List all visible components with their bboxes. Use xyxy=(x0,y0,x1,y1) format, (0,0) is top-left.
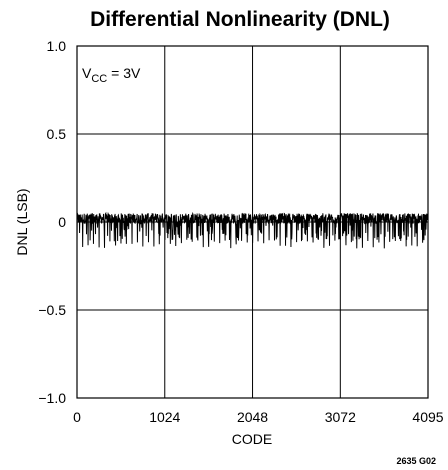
y-tick-label: −0.5 xyxy=(38,302,66,318)
y-tick-label: 0.5 xyxy=(47,126,67,142)
vcc-subscript: CC xyxy=(91,73,107,85)
x-tick-label: 0 xyxy=(73,409,81,425)
x-tick-label: 2048 xyxy=(237,409,268,425)
y-tick-label: 0 xyxy=(58,214,66,230)
vcc-value: = 3V xyxy=(107,65,141,81)
x-tick-labels: 0 1024 2048 3072 4095 xyxy=(73,409,444,425)
y-tick-labels: −1.0 −0.5 0 0.5 1.0 xyxy=(38,38,66,406)
y-tick-label: −1.0 xyxy=(38,390,66,406)
x-tick-label: 3072 xyxy=(325,409,356,425)
x-tick-label: 4095 xyxy=(412,409,443,425)
x-axis-label: CODE xyxy=(232,431,272,447)
x-tick-label: 1024 xyxy=(149,409,180,425)
y-tick-label: 1.0 xyxy=(47,38,67,54)
figure-id: 2635 G02 xyxy=(396,456,436,466)
chart-title: Differential Nonlinearity (DNL) xyxy=(90,8,390,31)
vcc-annotation: VCC = 3V xyxy=(82,65,141,85)
y-axis-label: DNL (LSB) xyxy=(14,188,30,255)
